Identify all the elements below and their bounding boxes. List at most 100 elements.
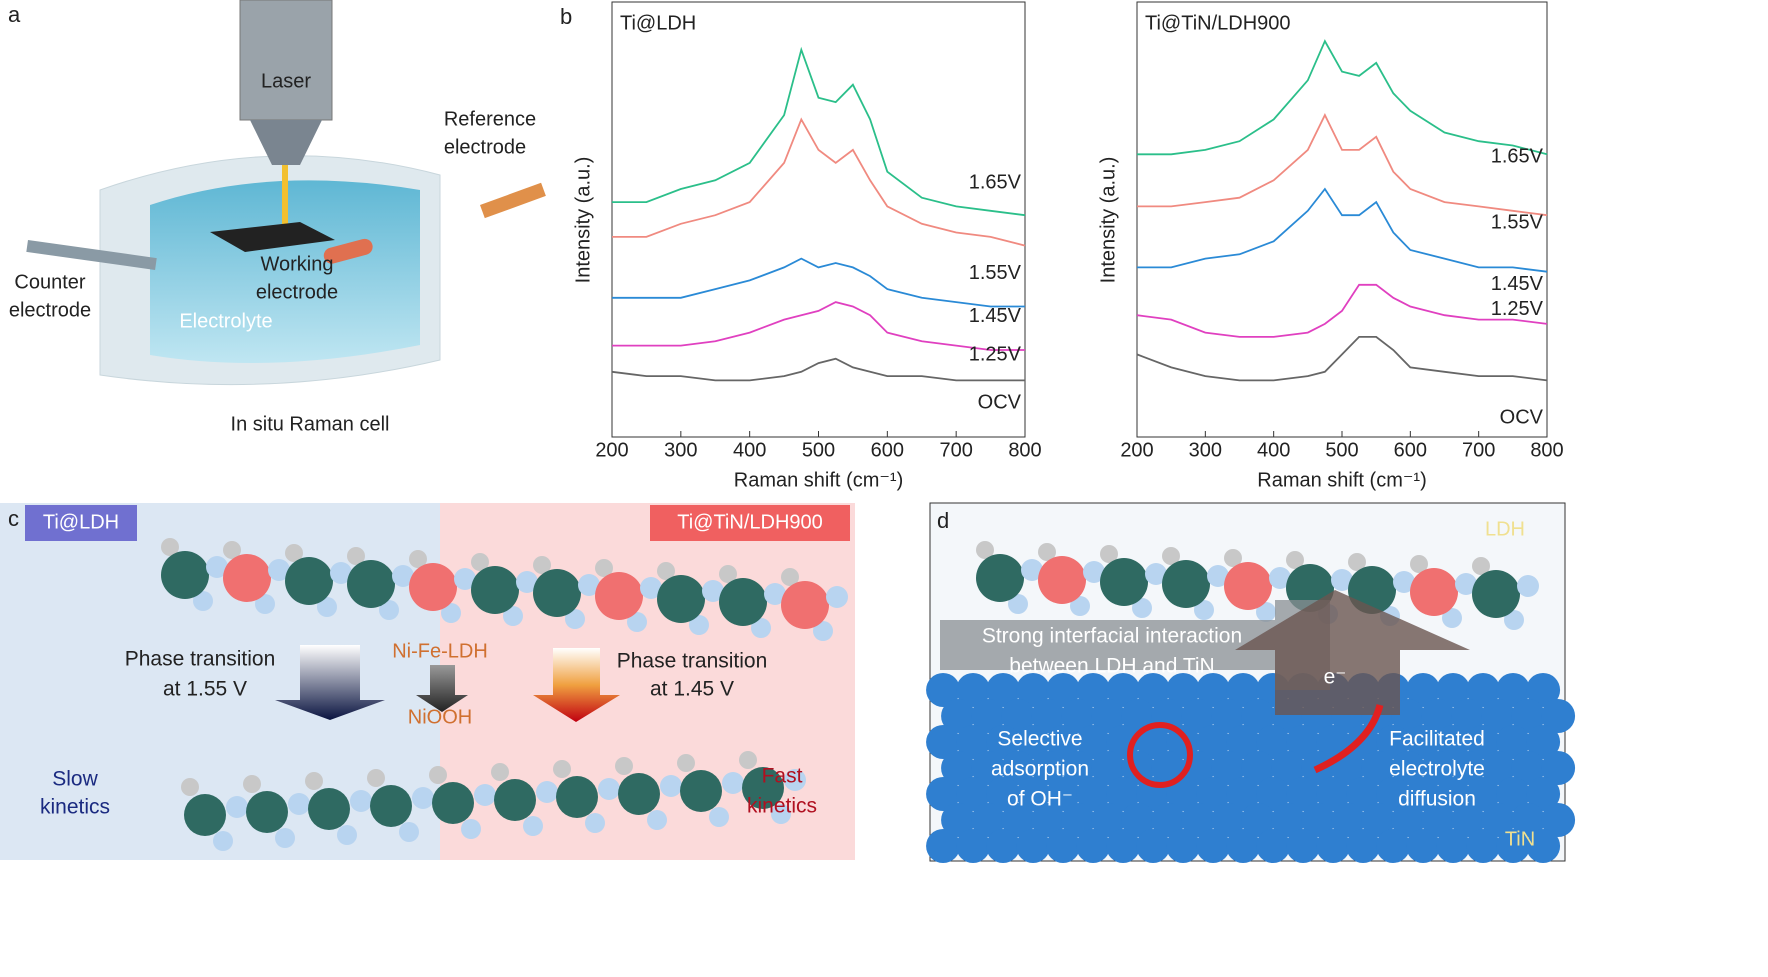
atom <box>1091 751 1126 785</box>
spectrum <box>1137 39 1548 156</box>
atom <box>1526 673 1561 707</box>
atom <box>1541 751 1576 785</box>
atom <box>1211 751 1246 785</box>
annotation: adsorption <box>991 758 1089 781</box>
series-label: OCV <box>1500 407 1544 429</box>
atom <box>503 606 523 626</box>
atom <box>660 775 682 797</box>
panel-label: c <box>8 506 19 531</box>
atom <box>285 544 303 562</box>
atom <box>1046 777 1081 811</box>
spectrum <box>611 357 1025 382</box>
atom <box>941 803 976 837</box>
counter-label: Counter <box>14 271 85 293</box>
atom <box>1100 545 1118 563</box>
atom <box>337 825 357 845</box>
x-axis-label: Raman shift (cm⁻¹) <box>1257 469 1426 491</box>
atom <box>1481 699 1516 733</box>
atom <box>1224 549 1242 567</box>
atom <box>813 621 833 641</box>
x-tick-label: 600 <box>1394 439 1427 461</box>
atom <box>986 777 1021 811</box>
atom <box>1286 725 1321 759</box>
atom <box>1162 560 1210 608</box>
atom <box>275 828 295 848</box>
atom <box>971 803 1006 837</box>
x-tick-label: 300 <box>1189 439 1222 461</box>
atom <box>308 788 350 830</box>
series-label: OCV <box>978 392 1022 414</box>
annotation: Facilitated <box>1389 728 1485 751</box>
atom <box>516 571 538 593</box>
atom <box>1496 829 1531 863</box>
atom <box>1226 829 1261 863</box>
laser-beam <box>282 165 288 235</box>
atom <box>615 757 633 775</box>
atom <box>941 751 976 785</box>
objective <box>239 0 333 121</box>
annotation: Slow <box>52 768 98 791</box>
atom <box>429 766 447 784</box>
atom <box>1256 602 1276 622</box>
atom <box>1016 725 1051 759</box>
atom <box>1016 777 1051 811</box>
atom <box>1511 751 1546 785</box>
atom <box>956 673 991 707</box>
atom <box>1136 673 1171 707</box>
atom <box>1472 557 1490 575</box>
atom <box>971 751 1006 785</box>
atom <box>680 770 722 812</box>
atom <box>491 763 509 781</box>
atom <box>1526 777 1561 811</box>
atom <box>1121 803 1156 837</box>
objective-tip <box>250 120 322 165</box>
spectrum <box>612 117 1026 247</box>
atom <box>1451 699 1486 733</box>
x-axis-label: Raman shift (cm⁻¹) <box>734 469 903 491</box>
annotation: of OH⁻ <box>1007 788 1073 811</box>
atom <box>709 807 729 827</box>
atom <box>1391 751 1426 785</box>
chart-title: Ti@LDH <box>620 12 696 34</box>
atom <box>719 578 767 626</box>
caption: In situ Raman cell <box>231 413 390 435</box>
atom <box>1121 699 1156 733</box>
atom <box>1256 725 1291 759</box>
atom <box>305 772 323 790</box>
atom <box>1286 829 1321 863</box>
series-label: 1.55V <box>969 262 1022 284</box>
atom <box>285 557 333 605</box>
atom <box>432 782 474 824</box>
atom <box>536 781 558 803</box>
atom <box>1406 725 1441 759</box>
atom <box>1496 725 1531 759</box>
annotation: Strong interfacial interaction <box>982 625 1242 648</box>
atom <box>1271 751 1306 785</box>
atom <box>1136 725 1171 759</box>
atom <box>1162 547 1180 565</box>
atom <box>677 754 695 772</box>
atom <box>1442 608 1462 628</box>
atom <box>1076 777 1111 811</box>
curved-arrow <box>1313 704 1384 774</box>
atom <box>1132 598 1152 618</box>
arrow <box>940 600 1330 690</box>
x-tick-label: 500 <box>1325 439 1358 461</box>
atom <box>1504 610 1524 630</box>
atom <box>223 554 271 602</box>
atom <box>1070 596 1090 616</box>
atom <box>1361 803 1396 837</box>
annotation: kinetics <box>747 795 817 818</box>
atom <box>1241 803 1276 837</box>
reference-electrode <box>480 182 546 219</box>
annotation: NiOOH <box>408 706 472 728</box>
atom <box>1451 803 1486 837</box>
interface <box>926 541 1576 863</box>
atom <box>956 777 991 811</box>
atom <box>243 775 261 793</box>
atom <box>1100 558 1148 606</box>
atom <box>719 565 737 583</box>
atom <box>474 784 496 806</box>
reference-label: electrode <box>444 136 526 158</box>
